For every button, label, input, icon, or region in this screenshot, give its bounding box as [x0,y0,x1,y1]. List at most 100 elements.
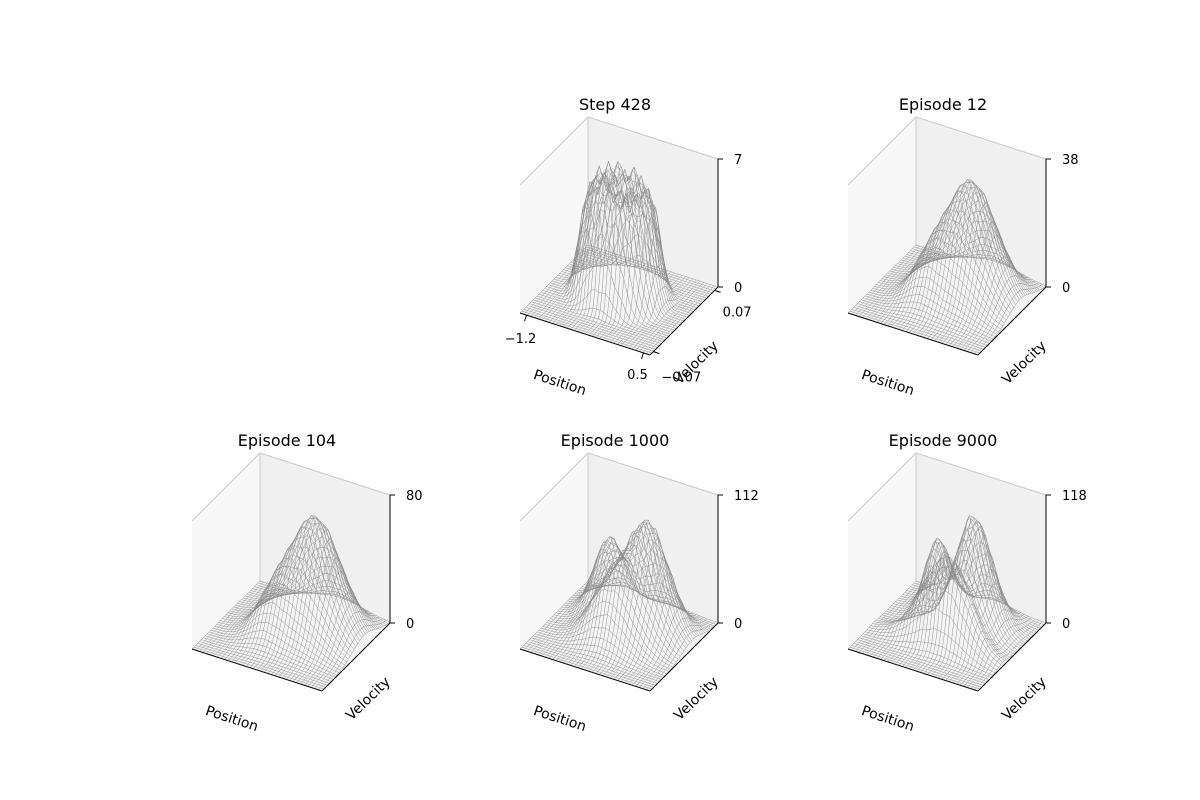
mesh-line-velocity [858,584,927,653]
mesh-line-velocity [639,283,708,352]
mesh-line-velocity [588,174,657,336]
pane-edge [587,452,719,496]
z-tick-label: 0 [406,617,414,632]
x-tick-label: −1.2 [505,332,537,347]
mesh-line-velocity [577,556,646,668]
mesh-line-velocity [639,617,708,688]
mesh-line-velocity [555,542,625,661]
mesh-line-velocity [519,580,589,650]
pane-edge [847,116,917,186]
x-tick-label: 0.5 [627,368,648,383]
wireframe-mesh [191,514,391,692]
mesh-line-velocity [570,546,639,666]
mesh-line-velocity [952,234,1021,347]
mesh-line-velocity [595,524,664,674]
mesh-line-velocity [566,543,636,665]
pane-edge [259,452,391,496]
mesh-line-velocity [920,526,989,673]
mesh-line-velocity [916,189,985,336]
x-axis-label: Position [859,367,916,399]
mesh-line-velocity [566,161,636,329]
mesh-line-velocity [213,587,282,657]
chart-title: Episode 12 [899,95,987,114]
mesh-line-velocity [264,520,333,673]
mesh-line-velocity [620,557,690,682]
mesh-line-velocity [974,284,1043,354]
back-pane [588,117,718,287]
mesh-line-velocity [927,179,996,339]
y-tick-mark [714,289,721,293]
mesh-line-velocity [574,553,643,667]
x-axis-line [847,312,979,356]
mesh-line-velocity [869,581,938,657]
chart-title: Episode 9000 [889,431,998,450]
mesh-line-velocity [191,580,261,650]
x-tick-mark [641,352,644,360]
left-pane [520,453,588,649]
pane-edge [915,452,1047,496]
x-axis-line [191,648,323,692]
mesh-line-velocity [588,542,657,672]
pane-edge [519,116,589,186]
mesh-line-velocity [523,581,592,651]
z-tick-label: 112 [734,489,759,504]
mesh-line-velocity [523,246,592,315]
mesh-line-velocity [256,531,326,670]
surface-panel-2: 0 38 Position Velocity Episode 12 [847,95,1079,399]
mesh-line-velocity [307,602,376,687]
left-pane [520,117,588,313]
mesh-line-velocity [617,545,686,681]
z-tick-label: 0 [734,617,742,632]
mesh-line-velocity [934,185,1003,342]
mesh-line-velocity [274,518,344,676]
mesh-line-velocity [948,583,1018,682]
mesh-line-velocity [635,282,704,351]
y-axis-line [649,622,719,692]
mesh-line-velocity [631,597,701,686]
mesh-line-velocity [292,557,362,682]
x-tick-mark [524,314,527,322]
mesh-line-velocity [959,615,1029,686]
pane-edge [847,452,917,522]
mesh-line-velocity [855,583,924,652]
chart-title: Episode 104 [238,431,336,450]
y-axis-label: Velocity [999,338,1050,388]
mesh-line-velocity [646,285,715,354]
wireframe-mesh [519,519,719,692]
mesh-line-velocity [869,251,938,321]
y-axis-line [977,286,1047,356]
mesh-line-velocity [862,249,931,318]
mesh-line-velocity [314,618,383,689]
mesh-line-velocity [963,266,1032,351]
mesh-line-velocity [303,592,372,686]
mesh-line-velocity [970,282,1039,353]
mesh-line-velocity [920,184,989,337]
mesh-line-velocity [260,525,329,672]
y-tick-mark [653,351,660,355]
mesh-line-velocity [592,532,661,673]
mesh-line-velocity [959,256,1028,350]
y-axis-label: Velocity [671,674,722,724]
mesh-line-velocity [602,519,672,676]
mesh-line-velocity [238,573,307,665]
mesh-line-velocity [945,569,1014,681]
wireframe-mesh [847,515,1047,692]
mesh-line-velocity [534,249,603,318]
mesh-line-velocity [912,195,982,334]
mesh-line-velocity [952,596,1021,683]
mesh-line-velocity [847,244,917,314]
mesh-line-velocity [941,202,1011,344]
mesh-line-velocity [278,521,347,678]
mesh-line-velocity [646,621,715,690]
mesh-line-velocity [552,548,621,660]
mesh-line-velocity [610,528,679,679]
mesh-line-velocity [967,618,1036,688]
mesh-line-velocity [249,548,318,668]
mesh-line-velocity [847,580,917,650]
mesh-line-velocity [938,534,1007,679]
mesh-line-velocity [563,537,632,664]
wireframe-mesh [519,160,719,356]
mesh-line-velocity [624,573,693,683]
